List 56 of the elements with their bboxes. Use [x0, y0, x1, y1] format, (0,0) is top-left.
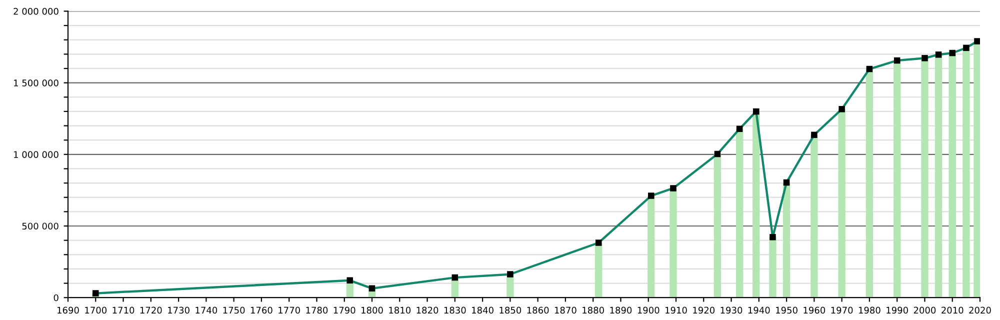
x-tick-label: 2000 — [914, 306, 936, 314]
x-tick-label: 1980 — [858, 306, 880, 314]
x-tick-label: 1990 — [886, 306, 908, 314]
bar — [782, 182, 790, 298]
x-tick-label: 1870 — [554, 306, 576, 314]
x-tick-label: 1860 — [527, 306, 549, 314]
x-tick-label: 1770 — [278, 306, 300, 314]
bar — [948, 53, 956, 298]
bar — [921, 58, 928, 298]
bar — [595, 242, 602, 298]
bar — [894, 60, 901, 298]
x-tick-label: 1960 — [804, 306, 826, 314]
x-tick-label: 1810 — [389, 306, 411, 314]
x-tick-label: 1920 — [693, 306, 715, 314]
x-tick-label: 1820 — [416, 306, 438, 314]
bar — [866, 69, 874, 298]
bar — [810, 134, 818, 298]
bar — [838, 109, 846, 298]
y-tick-label: 500 000 — [22, 222, 58, 230]
x-tick-label: 1700 — [85, 306, 107, 314]
y-tick-label: 1 500 000 — [14, 80, 58, 86]
x-tick-label: 1730 — [168, 306, 190, 314]
x-tick-label: 1830 — [444, 306, 466, 314]
y-tick-label: 2 000 000 — [14, 8, 58, 15]
x-tick-label: 1690 — [58, 306, 79, 314]
x-tick-label: 1970 — [831, 306, 853, 314]
x-tick-label: 2010 — [942, 306, 964, 314]
y-tick-label: 0 — [54, 294, 58, 302]
x-tick-label: 2020 — [969, 306, 991, 314]
x-tick-label: 1790 — [334, 306, 356, 314]
x-tick-label: 1840 — [472, 306, 494, 314]
x-tick-label: 1800 — [362, 306, 383, 314]
x-tick-label: 1900 — [638, 306, 660, 314]
x-tick-label: 1760 — [250, 306, 272, 314]
bar — [974, 41, 980, 298]
bar — [714, 154, 722, 298]
bar — [752, 111, 760, 298]
bar — [962, 48, 970, 298]
x-tick-label: 1710 — [112, 306, 134, 314]
bar — [769, 237, 776, 298]
y-tick-label: 1 000 000 — [14, 151, 58, 158]
x-tick-label: 1780 — [306, 306, 328, 314]
x-tick-label: 1850 — [500, 306, 522, 314]
x-tick-label: 1950 — [776, 306, 798, 314]
bar — [670, 188, 677, 298]
x-tick-label: 1940 — [748, 306, 770, 314]
x-tick-label: 1890 — [610, 306, 632, 314]
x-tick-label: 1740 — [196, 306, 218, 314]
x-tick-label: 1720 — [140, 306, 162, 314]
bar — [648, 196, 655, 298]
x-tick-label: 1880 — [582, 306, 604, 314]
x-tick-label: 1910 — [666, 306, 687, 314]
bar — [934, 54, 942, 298]
x-tick-label: 1750 — [223, 306, 245, 314]
x-tick-label: 1930 — [720, 306, 742, 314]
bar — [736, 128, 744, 298]
